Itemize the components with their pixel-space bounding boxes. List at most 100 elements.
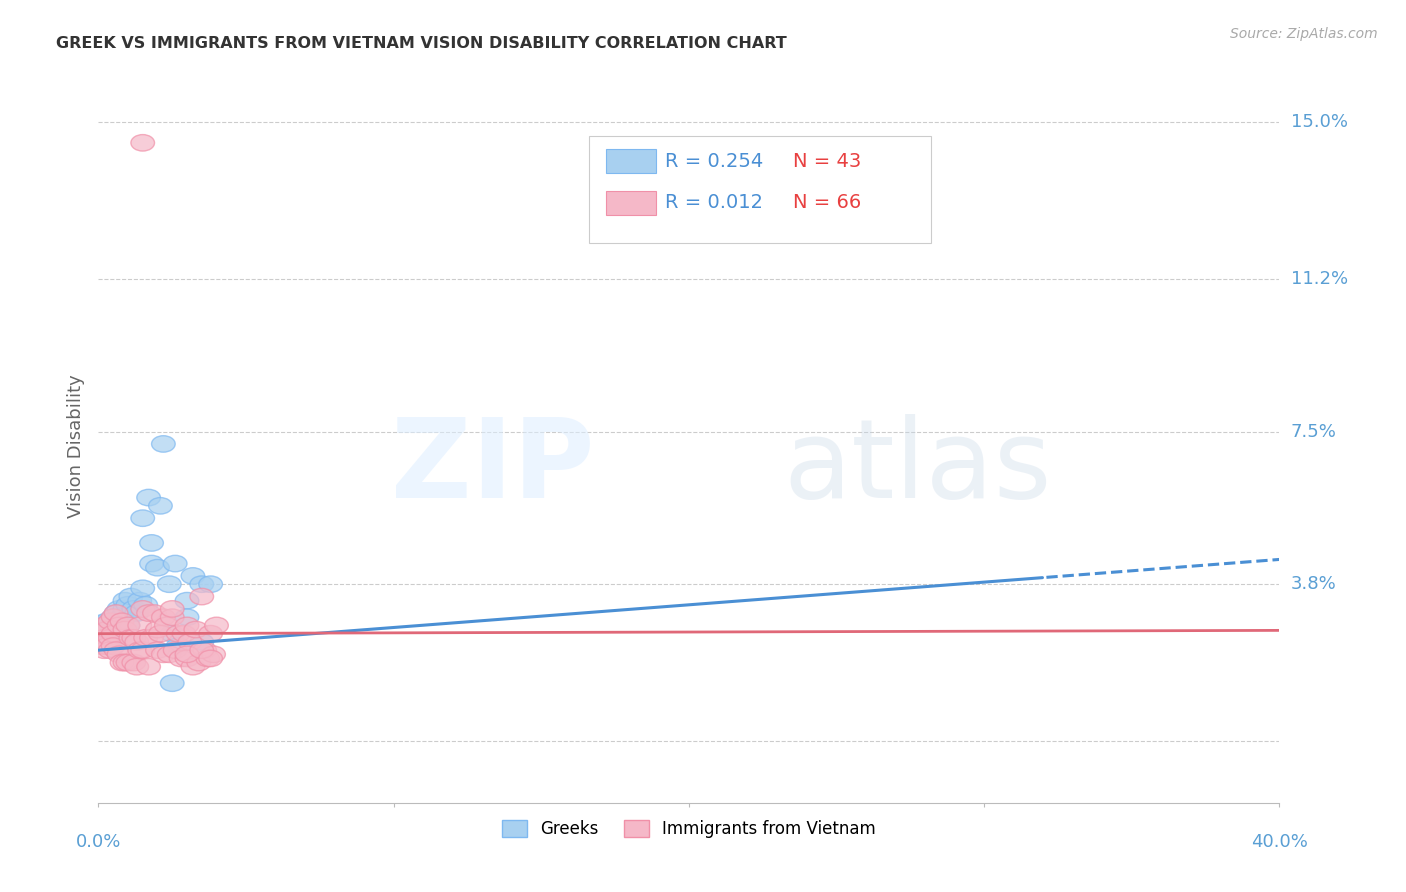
Ellipse shape bbox=[125, 605, 149, 622]
Text: R = 0.012: R = 0.012 bbox=[665, 194, 763, 212]
Text: ZIP: ZIP bbox=[391, 414, 595, 521]
Ellipse shape bbox=[98, 622, 122, 638]
Ellipse shape bbox=[101, 625, 125, 642]
Legend: Greeks, Immigrants from Vietnam: Greeks, Immigrants from Vietnam bbox=[495, 813, 883, 845]
Ellipse shape bbox=[96, 622, 120, 638]
Ellipse shape bbox=[136, 490, 160, 506]
Ellipse shape bbox=[139, 556, 163, 572]
Text: 15.0%: 15.0% bbox=[1291, 113, 1347, 131]
Ellipse shape bbox=[198, 650, 222, 666]
Ellipse shape bbox=[98, 633, 122, 650]
Text: 40.0%: 40.0% bbox=[1251, 833, 1308, 851]
Ellipse shape bbox=[131, 510, 155, 526]
Ellipse shape bbox=[110, 609, 134, 625]
Ellipse shape bbox=[114, 655, 136, 671]
Ellipse shape bbox=[114, 622, 136, 638]
Ellipse shape bbox=[160, 675, 184, 691]
FancyBboxPatch shape bbox=[589, 136, 931, 243]
Ellipse shape bbox=[146, 622, 169, 638]
Text: GREEK VS IMMIGRANTS FROM VIETNAM VISION DISABILITY CORRELATION CHART: GREEK VS IMMIGRANTS FROM VIETNAM VISION … bbox=[56, 36, 787, 51]
Ellipse shape bbox=[157, 576, 181, 592]
Ellipse shape bbox=[157, 646, 181, 663]
Ellipse shape bbox=[152, 435, 176, 452]
Text: N = 43: N = 43 bbox=[793, 152, 860, 170]
Ellipse shape bbox=[152, 646, 176, 663]
Ellipse shape bbox=[125, 658, 149, 675]
Ellipse shape bbox=[98, 642, 122, 658]
Ellipse shape bbox=[122, 600, 146, 617]
Ellipse shape bbox=[184, 622, 208, 638]
Y-axis label: Vision Disability: Vision Disability bbox=[66, 374, 84, 518]
Ellipse shape bbox=[101, 638, 125, 655]
Ellipse shape bbox=[193, 642, 217, 658]
Ellipse shape bbox=[107, 613, 131, 630]
Text: 3.8%: 3.8% bbox=[1291, 575, 1336, 593]
Ellipse shape bbox=[93, 638, 117, 655]
Ellipse shape bbox=[120, 589, 143, 605]
Ellipse shape bbox=[122, 630, 146, 646]
Ellipse shape bbox=[139, 630, 163, 646]
Ellipse shape bbox=[120, 630, 143, 646]
Text: N = 66: N = 66 bbox=[793, 194, 860, 212]
Ellipse shape bbox=[187, 655, 211, 671]
Ellipse shape bbox=[117, 617, 139, 633]
Ellipse shape bbox=[98, 613, 122, 630]
Ellipse shape bbox=[176, 646, 198, 663]
Ellipse shape bbox=[149, 498, 173, 514]
Ellipse shape bbox=[125, 633, 149, 650]
Ellipse shape bbox=[75, 615, 128, 644]
Ellipse shape bbox=[107, 646, 131, 663]
Ellipse shape bbox=[96, 613, 120, 630]
Ellipse shape bbox=[190, 589, 214, 605]
Ellipse shape bbox=[190, 642, 214, 658]
Ellipse shape bbox=[128, 617, 152, 633]
Ellipse shape bbox=[173, 625, 195, 642]
Ellipse shape bbox=[181, 658, 205, 675]
Ellipse shape bbox=[101, 609, 125, 625]
Ellipse shape bbox=[160, 609, 184, 625]
Ellipse shape bbox=[104, 642, 128, 658]
Ellipse shape bbox=[190, 633, 214, 650]
Ellipse shape bbox=[75, 619, 128, 648]
Ellipse shape bbox=[136, 658, 160, 675]
Ellipse shape bbox=[93, 630, 117, 646]
Ellipse shape bbox=[93, 625, 117, 642]
Ellipse shape bbox=[139, 534, 163, 551]
Ellipse shape bbox=[93, 617, 117, 633]
Ellipse shape bbox=[160, 600, 184, 617]
Ellipse shape bbox=[122, 655, 146, 671]
Text: Source: ZipAtlas.com: Source: ZipAtlas.com bbox=[1230, 27, 1378, 41]
Ellipse shape bbox=[93, 642, 117, 658]
Ellipse shape bbox=[190, 576, 214, 592]
Ellipse shape bbox=[181, 567, 205, 584]
Ellipse shape bbox=[146, 642, 169, 658]
Ellipse shape bbox=[155, 617, 179, 633]
Ellipse shape bbox=[169, 650, 193, 666]
FancyBboxPatch shape bbox=[606, 191, 655, 215]
Ellipse shape bbox=[110, 613, 134, 630]
Text: atlas: atlas bbox=[783, 414, 1052, 521]
Ellipse shape bbox=[131, 642, 155, 658]
Ellipse shape bbox=[98, 630, 122, 646]
Ellipse shape bbox=[128, 592, 152, 609]
Ellipse shape bbox=[149, 625, 173, 642]
Ellipse shape bbox=[107, 617, 131, 633]
Ellipse shape bbox=[176, 609, 198, 625]
Ellipse shape bbox=[176, 617, 198, 633]
Ellipse shape bbox=[198, 625, 222, 642]
Ellipse shape bbox=[160, 625, 184, 642]
Ellipse shape bbox=[205, 617, 228, 633]
Ellipse shape bbox=[134, 630, 157, 646]
Ellipse shape bbox=[117, 617, 139, 633]
Text: R = 0.254: R = 0.254 bbox=[665, 152, 763, 170]
Ellipse shape bbox=[166, 625, 190, 642]
Ellipse shape bbox=[104, 605, 128, 622]
Ellipse shape bbox=[131, 600, 155, 617]
Ellipse shape bbox=[75, 624, 128, 652]
Ellipse shape bbox=[107, 600, 131, 617]
Ellipse shape bbox=[166, 638, 190, 655]
FancyBboxPatch shape bbox=[606, 149, 655, 173]
Ellipse shape bbox=[110, 655, 134, 671]
Ellipse shape bbox=[96, 630, 120, 646]
Ellipse shape bbox=[131, 580, 155, 597]
